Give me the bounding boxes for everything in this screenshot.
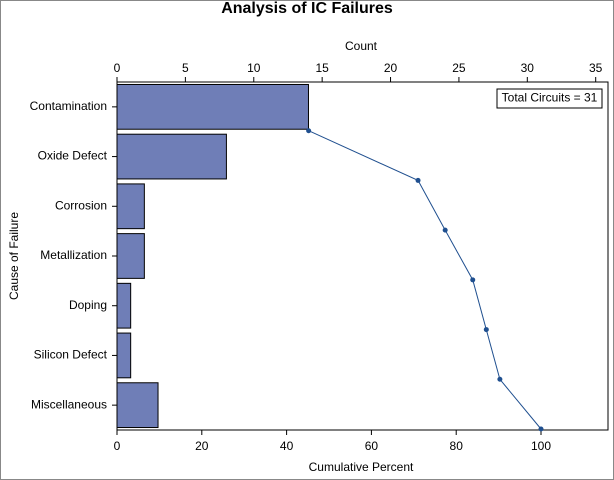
x2-axis-label: Count xyxy=(345,39,378,53)
x-tick-label: 100 xyxy=(531,439,551,453)
cumulative-point xyxy=(470,277,476,283)
annotation: Total Circuits = 31 xyxy=(502,91,598,105)
cumulative-point xyxy=(538,426,544,432)
x-tick-label: 20 xyxy=(195,439,209,453)
y-tick-label: Metallization xyxy=(40,248,107,262)
x2-tick-label: 20 xyxy=(384,61,398,75)
cumulative-point xyxy=(497,376,503,382)
x-axis-label: Cumulative Percent xyxy=(309,460,414,474)
y-tick-label: Contamination xyxy=(30,99,107,113)
cumulative-line xyxy=(308,130,542,430)
x2-tick-label: 15 xyxy=(315,61,329,75)
bar xyxy=(116,83,309,130)
bar xyxy=(116,382,159,429)
cumulative-point xyxy=(442,227,448,233)
y-axis-label: Cause of Failure xyxy=(7,212,21,300)
chart-title: Analysis of IC Failures xyxy=(221,0,393,17)
cumulative-point xyxy=(483,327,489,333)
bar xyxy=(116,183,145,230)
bar xyxy=(116,233,145,279)
annotation-box xyxy=(496,88,603,109)
bar xyxy=(116,282,132,329)
x2-tick-label: 35 xyxy=(589,61,603,75)
y-tick-label: Corrosion xyxy=(55,198,107,212)
y-tick-label: Oxide Defect xyxy=(38,149,108,163)
x2-tick-label: 0 xyxy=(114,61,121,75)
x-tick-label: 40 xyxy=(280,439,294,453)
x2-tick-label: 25 xyxy=(452,61,466,75)
y-tick-label: Silicon Defect xyxy=(34,348,108,362)
x2-tick-label: 30 xyxy=(521,61,535,75)
x2-tick-label: 10 xyxy=(247,61,261,75)
x-tick-label: 60 xyxy=(365,439,379,453)
x-tick-label: 80 xyxy=(450,439,464,453)
y-tick-label: Miscellaneous xyxy=(31,397,107,411)
bar xyxy=(116,133,227,180)
cumulative-point xyxy=(306,128,312,134)
x-tick-label: 0 xyxy=(114,439,121,453)
bar xyxy=(116,332,132,379)
x2-tick-label: 5 xyxy=(182,61,189,75)
cumulative-point xyxy=(415,177,421,183)
y-tick-label: Doping xyxy=(69,298,107,312)
